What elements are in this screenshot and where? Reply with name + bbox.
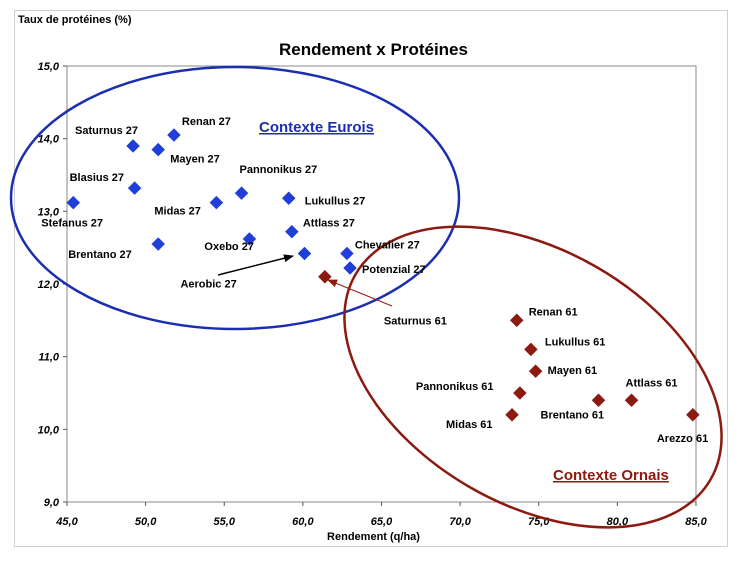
x-axis-label: Rendement (q/ha) xyxy=(327,531,420,543)
data-label-aerobic-27: Aerobic 27 xyxy=(180,278,236,290)
data-point-midas-61 xyxy=(505,407,519,422)
y-tick-label: 11,0 xyxy=(38,352,59,364)
group-label-eurois: Contexte Eurois xyxy=(259,119,374,136)
plot-area xyxy=(66,65,697,503)
data-label-renan-61: Renan 61 xyxy=(529,306,578,318)
data-point-stefanus-27 xyxy=(66,195,81,210)
data-point-lukullus-27 xyxy=(281,191,296,206)
data-point-chevalier-27 xyxy=(340,246,354,261)
data-point-attlass-61 xyxy=(624,393,639,408)
data-label-midas-61: Midas 61 xyxy=(446,419,492,431)
data-point-pannonikus-61 xyxy=(513,386,527,400)
data-label-midas-27: Midas 27 xyxy=(154,206,200,218)
data-label-arezzo-61: Arezzo 61 xyxy=(657,433,708,445)
x-tick-label: 70,0 xyxy=(449,516,471,528)
data-label-pannonikus-61: Pannonikus 61 xyxy=(416,381,494,393)
y-tick-label: 9,0 xyxy=(44,497,60,509)
data-label-mayen-27: Mayen 27 xyxy=(170,154,220,166)
x-tick-label: 80,0 xyxy=(607,516,629,528)
data-label-brentano-61: Brentano 61 xyxy=(541,409,605,421)
x-tick-label: 65,0 xyxy=(371,516,393,528)
data-point-brentano-27 xyxy=(151,237,166,251)
y-tick-label: 10,0 xyxy=(38,424,60,436)
chart-frame xyxy=(14,10,728,547)
data-point-mayen-61 xyxy=(528,364,543,379)
eurois-ellipse xyxy=(9,65,461,331)
data-label-brentano-27: Brentano 27 xyxy=(68,249,132,261)
data-point-renan-61 xyxy=(509,313,524,328)
data-point-saturnus-61 xyxy=(318,269,332,284)
y-tick-label: 15,0 xyxy=(38,61,60,73)
data-label-stefanus-27: Stefanus 27 xyxy=(41,218,103,230)
data-label-renan-27: Renan 27 xyxy=(182,116,231,128)
x-tick-label: 50,0 xyxy=(135,516,157,528)
y-tick-label: 12,0 xyxy=(38,279,60,291)
data-label-lukullus-27: Lukullus 27 xyxy=(305,195,366,207)
x-tick-label: 55,0 xyxy=(214,516,236,528)
data-point-blasius-27 xyxy=(127,181,142,195)
data-point-aerobic-27 xyxy=(297,246,312,261)
data-label-lukullus-61: Lukullus 61 xyxy=(545,336,606,348)
x-tick-label: 60,0 xyxy=(292,516,314,528)
saturnus-61-arrow xyxy=(327,279,393,307)
x-tick-label: 85,0 xyxy=(685,516,707,528)
data-label-chevalier-27: Chevalier 27 xyxy=(355,239,420,251)
data-point-potenzial-27 xyxy=(343,261,357,275)
data-label-attlass-61: Attlass 61 xyxy=(626,377,678,389)
data-label-saturnus-27: Saturnus 27 xyxy=(75,125,138,137)
y-tick-label: 13,0 xyxy=(38,206,60,218)
x-tick-label: 45,0 xyxy=(55,516,78,528)
data-label-mayen-61: Mayen 61 xyxy=(548,365,598,377)
ornais-ellipse xyxy=(343,225,723,529)
data-point-attlass-27 xyxy=(285,224,299,239)
data-point-renan-27 xyxy=(167,128,181,142)
data-label-saturnus-61: Saturnus 61 xyxy=(384,316,447,328)
data-label-oxebo-27: Oxebo 27 xyxy=(204,241,254,253)
y-axis-label: Taux de protéines (%) xyxy=(18,14,132,26)
data-point-oxebo-27 xyxy=(242,232,257,246)
data-point-arezzo-61 xyxy=(686,407,700,422)
data-point-midas-27 xyxy=(209,195,224,210)
data-label-attlass-27: Attlass 27 xyxy=(303,218,355,230)
data-point-lukullus-61 xyxy=(524,342,538,357)
data-point-pannonikus-27 xyxy=(234,186,249,201)
group-label-ornais: Contexte Ornais xyxy=(553,467,669,484)
data-point-saturnus-27 xyxy=(126,139,140,153)
y-tick-label: 14,0 xyxy=(38,134,60,146)
aerobic-arrow xyxy=(217,254,294,276)
data-label-blasius-27: Blasius 27 xyxy=(70,172,124,184)
data-label-potenzial-27: Potenzial 27 xyxy=(362,264,426,276)
data-label-pannonikus-27: Pannonikus 27 xyxy=(240,164,318,176)
chart-title: Rendement x Protéines xyxy=(279,40,468,59)
data-point-brentano-61 xyxy=(591,393,606,408)
data-point-mayen-27 xyxy=(151,142,166,157)
